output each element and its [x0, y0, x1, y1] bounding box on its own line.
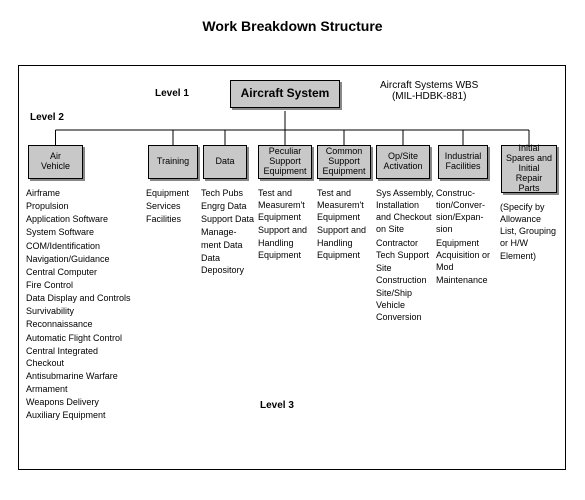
item: Armament — [26, 383, 136, 395]
item: Reconnaissance — [26, 318, 136, 330]
item: Weapons Delivery — [26, 396, 136, 408]
items-spares: (Specify by Allowance List, Grouping or … — [500, 201, 558, 263]
node-op-site: Op/Site Activation — [376, 145, 430, 179]
item: Test and Measurem't Equipment — [317, 187, 371, 223]
item: (Specify by Allowance List, Grouping or … — [500, 201, 558, 262]
item: Test and Measurem't Equipment — [258, 187, 312, 223]
item: Application Software — [26, 213, 136, 225]
item: Auxiliary Equipment — [26, 409, 136, 421]
level1-label: Level 1 — [155, 88, 189, 99]
node-industrial: Industrial Facilities — [438, 145, 488, 179]
item: Central Computer — [26, 266, 136, 278]
items-industrial: Construc- tion/Conver- sion/Expan- sionE… — [436, 187, 498, 287]
node-common-support: Common Support Equipment — [317, 145, 371, 179]
item: Support and Handling Equipment — [258, 224, 312, 260]
node-peculiar-support: Peculiar Support Equipment — [258, 145, 312, 179]
item: Services — [146, 200, 198, 212]
items-common-support: Test and Measurem't EquipmentSupport and… — [317, 187, 371, 262]
level2-label: Level 2 — [30, 112, 64, 123]
item: Fire Control — [26, 279, 136, 291]
item: Navigation/Guidance — [26, 253, 136, 265]
items-training: EquipmentServicesFacilities — [146, 187, 198, 226]
item: Data Depository — [201, 252, 255, 276]
item: Airframe — [26, 187, 136, 199]
item: System Software — [26, 226, 136, 238]
item: Manage- ment Data — [201, 226, 255, 250]
item: Automatic Flight Control — [26, 332, 136, 344]
item: Site/Ship Vehicle Conversion — [376, 287, 434, 323]
item: Maintenance — [436, 274, 498, 286]
item: Construc- tion/Conver- sion/Expan- sion — [436, 187, 498, 236]
node-data: Data — [203, 145, 247, 179]
item: Propulsion — [26, 200, 136, 212]
item: Sys Assembly, Installation and Checkout … — [376, 187, 434, 236]
node-air-vehicle: Air Vehicle — [28, 145, 83, 179]
item: Site Construction — [376, 262, 434, 286]
item: Support and Handling Equipment — [317, 224, 371, 260]
diagram-title: Work Breakdown Structure — [0, 0, 585, 34]
items-data: Tech PubsEngrg DataSupport DataManage- m… — [201, 187, 255, 277]
item: Support Data — [201, 213, 255, 225]
annotation-line2: (MIL-HDBK-881) — [380, 91, 478, 102]
level3-label: Level 3 — [260, 400, 294, 411]
wbs-annotation: Aircraft Systems WBS (MIL-HDBK-881) — [380, 80, 478, 102]
item: Facilities — [146, 213, 198, 225]
item: Tech Pubs — [201, 187, 255, 199]
annotation-line1: Aircraft Systems WBS — [380, 80, 478, 91]
item: COM/Identification — [26, 240, 136, 252]
items-peculiar-support: Test and Measurem't EquipmentSupport and… — [258, 187, 312, 262]
items-op-site: Sys Assembly, Installation and Checkout … — [376, 187, 434, 325]
item: Equipment — [146, 187, 198, 199]
item: Equipment Acquisition or Mod — [436, 237, 498, 273]
node-training: Training — [148, 145, 198, 179]
item: Survivability — [26, 305, 136, 317]
item: Central Integrated Checkout — [26, 345, 136, 369]
item: Engrg Data — [201, 200, 255, 212]
items-air-vehicle: AirframePropulsionApplication SoftwareSy… — [26, 187, 136, 423]
item: Antisubmarine Warfare — [26, 370, 136, 382]
item: Contractor Tech Support — [376, 237, 434, 261]
item: Data Display and Controls — [26, 292, 136, 304]
node-spares: Initial Spares and Initial Repair Parts — [501, 145, 557, 193]
root-node: Aircraft System — [230, 80, 340, 108]
